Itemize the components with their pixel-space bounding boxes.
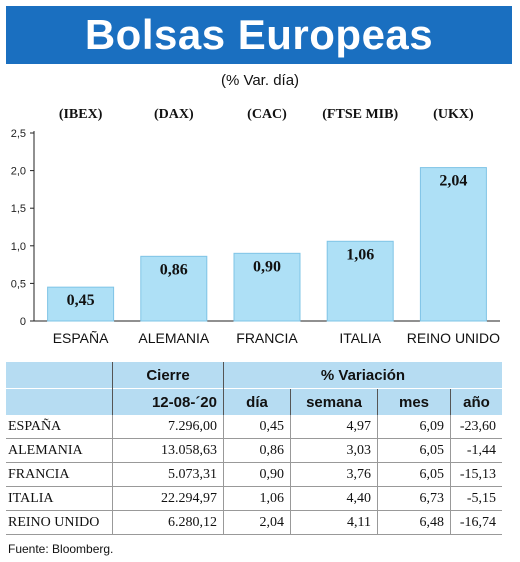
data-label: 2,04 — [439, 173, 467, 190]
cell-anio: -5,15 — [450, 486, 502, 511]
cell-cierre: 13.058,63 — [112, 438, 224, 463]
header-date: 12-08-´20 — [112, 388, 224, 415]
bar — [326, 240, 394, 322]
category-label: REINO UNIDO — [407, 330, 500, 346]
data-label: 1,06 — [346, 246, 374, 263]
index-label: (DAX) — [154, 107, 194, 122]
table-row: ESPAÑA 7.296,00 0,45 4,97 6,09 -23,60 — [6, 415, 502, 439]
data-label: 0,86 — [160, 261, 188, 278]
cell-cierre: 7.296,00 — [112, 415, 224, 439]
cell-mes: 6,05 — [377, 462, 451, 487]
data-label: 0,90 — [253, 258, 281, 275]
bar — [47, 286, 115, 322]
index-label: (FTSE MIB) — [322, 107, 398, 122]
table-row: ITALIA 22.294,97 1,06 4,40 6,73 -5,15 — [6, 486, 502, 511]
cell-dia: 0,86 — [223, 438, 291, 463]
bar — [140, 255, 208, 322]
row-country: ESPAÑA — [6, 415, 113, 439]
index-label: (UKX) — [433, 107, 474, 122]
bar — [233, 252, 301, 322]
category-label: FRANCIA — [236, 330, 298, 346]
data-label: 0,45 — [67, 292, 95, 309]
header-variacion: % Variación — [223, 362, 502, 389]
cell-cierre: 5.073,31 — [112, 462, 224, 487]
table-row: REINO UNIDO 6.280,12 2,04 4,11 6,48 -16,74 — [6, 510, 502, 535]
data-table: Cierre % Variación 12-08-´20 día semana … — [6, 362, 502, 535]
table-row: FRANCIA 5.073,31 0,90 3,76 6,05 -15,13 — [6, 462, 502, 487]
table-header-sub: 12-08-´20 día semana mes año — [6, 388, 502, 415]
cell-semana: 3,76 — [290, 462, 378, 487]
cell-cierre: 22.294,97 — [112, 486, 224, 511]
category-label: ALEMANIA — [138, 330, 209, 346]
row-country: REINO UNIDO — [6, 510, 113, 535]
cell-semana: 3,03 — [290, 438, 378, 463]
header-cierre: Cierre — [112, 362, 224, 389]
title-banner: Bolsas Europeas — [6, 6, 512, 64]
index-label: (CAC) — [247, 107, 287, 122]
table-row: ALEMANIA 13.058,63 0,86 3,03 6,05 -1,44 — [6, 438, 502, 463]
header-dia: día — [223, 388, 291, 415]
cell-dia: 1,06 — [223, 486, 291, 511]
row-country: ITALIA — [6, 486, 113, 511]
y-tick-label: 2,0 — [11, 166, 26, 178]
y-tick-label: 1,0 — [11, 241, 26, 253]
cell-dia: 0,90 — [223, 462, 291, 487]
cell-semana: 4,11 — [290, 510, 378, 535]
header-empty-cell — [6, 362, 113, 389]
table-header-top: Cierre % Variación — [6, 362, 502, 389]
bar-chart: 0 0,5 1,0 1,5 2,0 2,5 0,45 (IBEX) ESPAÑA 0,86 (DAX… — [11, 107, 500, 346]
header-empty-cell — [6, 388, 113, 415]
row-country: ALEMANIA — [6, 438, 113, 463]
header-mes: mes — [377, 388, 451, 415]
y-tick-label: 0,5 — [11, 278, 26, 290]
row-country: FRANCIA — [6, 462, 113, 487]
cell-anio: -15,13 — [450, 462, 502, 487]
cell-anio: -23,60 — [450, 415, 502, 439]
cell-mes: 6,09 — [377, 415, 451, 439]
category-label: ITALIA — [339, 330, 381, 346]
cell-mes: 6,48 — [377, 510, 451, 535]
bar — [419, 167, 487, 322]
y-tick-label: 2,5 — [11, 128, 26, 140]
cell-anio: -1,44 — [450, 438, 502, 463]
chart-subtitle: (% Var. día) — [220, 72, 300, 89]
cell-semana: 4,97 — [290, 415, 378, 439]
header-semana: semana — [290, 388, 378, 415]
y-tick-label: 0 — [20, 316, 26, 328]
index-label: (IBEX) — [59, 107, 103, 122]
y-tick-label: 1,5 — [11, 203, 26, 215]
category-label: ESPAÑA — [53, 330, 109, 346]
chart-title: Bolsas Europeas — [84, 11, 434, 58]
cell-dia: 0,45 — [223, 415, 291, 439]
cell-mes: 6,05 — [377, 438, 451, 463]
cell-semana: 4,40 — [290, 486, 378, 511]
header-anio: año — [450, 388, 502, 415]
cell-dia: 2,04 — [223, 510, 291, 535]
cell-cierre: 6.280,12 — [112, 510, 224, 535]
source-note: Fuente: Bloomberg. — [8, 542, 114, 556]
cell-anio: -16,74 — [450, 510, 502, 535]
cell-mes: 6,73 — [377, 486, 451, 511]
